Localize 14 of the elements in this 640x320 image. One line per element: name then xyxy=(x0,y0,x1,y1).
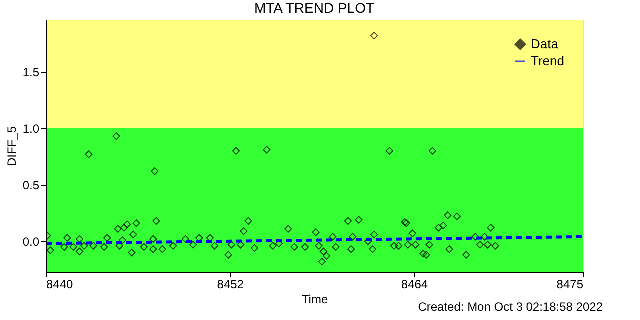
y-tick-label: 1.0 xyxy=(22,122,40,136)
x-tick-label: 8440 xyxy=(46,278,74,292)
text: Created: Mon Oct 3 02:18:58 2022 xyxy=(418,300,604,314)
chart-title: MTA TREND PLOT xyxy=(254,0,375,16)
y-tick-label: 1.5 xyxy=(22,65,40,80)
x-tick-label: 8475 xyxy=(556,278,584,292)
legend-label: Data xyxy=(531,36,560,52)
x-tick-label: 8452 xyxy=(217,278,244,292)
legend-label: Trend xyxy=(531,54,564,68)
y-axis-title: DIFF_5 xyxy=(4,126,19,167)
y-tick-label: 0.0 xyxy=(22,234,40,249)
x-tick-label: 8464 xyxy=(401,278,428,292)
x-axis-title: Time xyxy=(302,292,328,306)
y-tick-label: 0.5 xyxy=(22,178,40,192)
